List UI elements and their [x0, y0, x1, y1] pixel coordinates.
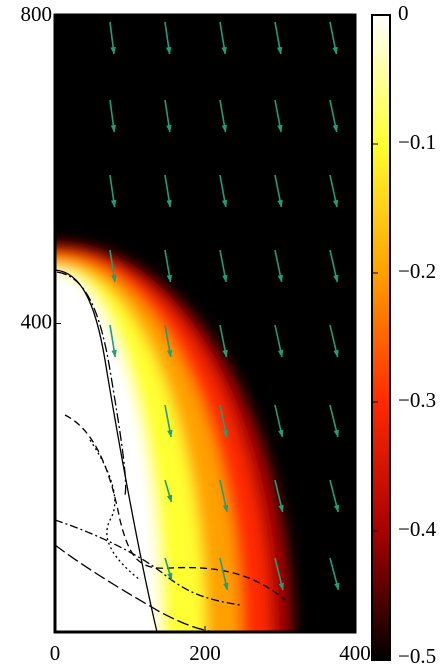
arrow-head	[222, 504, 229, 513]
arrow-head	[278, 582, 284, 591]
arrow-head	[167, 429, 173, 438]
arrow-head	[166, 199, 172, 208]
arrow-head	[221, 199, 228, 208]
arrow-head	[166, 274, 173, 283]
x-tick-label: 400	[339, 641, 371, 665]
arrow-head	[277, 199, 283, 208]
vector-arrow	[109, 21, 116, 55]
heatmap-core	[55, 282, 150, 632]
vector-arrow	[219, 404, 229, 438]
vector-arrow	[164, 174, 172, 208]
vector-arrow	[329, 479, 340, 513]
vector-arrow	[164, 479, 173, 503]
vector-arrow	[329, 174, 339, 208]
arrow-head	[332, 46, 338, 55]
vector-arrow	[109, 324, 117, 358]
arrow-head	[332, 124, 339, 133]
vector-arrow	[329, 324, 339, 358]
vector-arrow	[219, 324, 228, 358]
vector-arrow	[219, 557, 229, 591]
vector-arrow	[164, 324, 173, 358]
vector-arrow	[219, 479, 229, 513]
contours	[55, 269, 286, 632]
colorbar-tick-label: 0	[398, 1, 409, 25]
arrow-head	[332, 199, 339, 208]
contour-dashdot-2	[55, 519, 241, 606]
x-tick-label: 200	[189, 641, 221, 665]
vector-arrow	[219, 249, 228, 283]
vector-arrow	[329, 21, 338, 55]
arrow-head	[333, 349, 339, 358]
arrow-head	[221, 124, 228, 133]
vector-arrow	[164, 404, 173, 438]
vector-arrow	[164, 99, 172, 133]
heatmap	[55, 15, 355, 632]
arrow-head	[333, 429, 339, 438]
colorbar-tick-label: −0.3	[398, 388, 436, 412]
vector-field	[109, 21, 340, 591]
arrow-head	[222, 274, 228, 283]
vector-arrow	[274, 249, 284, 283]
arrow-head	[110, 199, 117, 208]
arrow-head	[276, 46, 283, 55]
vector-arrow	[219, 21, 227, 55]
vector-arrow	[274, 404, 284, 438]
vector-arrow	[329, 99, 339, 133]
vector-arrow	[274, 479, 284, 513]
colorbar-tick-label: −0.4	[398, 517, 437, 541]
arrow-head	[221, 46, 227, 55]
contour-longdash	[55, 544, 216, 632]
colorbar	[371, 14, 391, 661]
vector-arrow	[274, 21, 283, 55]
arrow-head	[110, 46, 116, 55]
vector-arrow	[329, 557, 340, 591]
vector-arrow	[109, 174, 117, 208]
arrow-head	[110, 124, 117, 133]
arrow-head	[334, 582, 340, 591]
arrow-head	[222, 429, 229, 438]
vector-arrow	[274, 324, 284, 358]
vector-arrow	[109, 249, 117, 283]
vector-arrow	[164, 557, 173, 581]
vector-arrow	[329, 249, 339, 283]
vector-arrow	[219, 99, 228, 133]
vector-arrow	[274, 557, 284, 591]
arrow-head	[166, 124, 172, 133]
arrow-head	[111, 274, 117, 283]
arrow-head	[167, 572, 173, 581]
arrow-head	[333, 274, 339, 283]
vector-arrow	[164, 249, 173, 283]
x-tick-label: 0	[50, 641, 61, 665]
vector-arrow	[164, 21, 172, 55]
arrow-head	[223, 582, 229, 591]
arrow-head	[278, 504, 284, 513]
contour-dashdot	[56, 271, 127, 496]
colorbar-tick-label: −0.1	[398, 130, 436, 154]
vector-arrow	[274, 99, 283, 133]
arrow-head	[278, 429, 284, 438]
arrow-head	[277, 349, 284, 358]
arrow-head	[166, 349, 173, 358]
vector-arrow	[109, 99, 117, 133]
arrow-head	[277, 274, 284, 283]
contour-dashed	[64, 414, 286, 601]
y-tick-label: 400	[21, 309, 53, 333]
vector-arrow	[274, 174, 283, 208]
colorbar-tick-label: −0.5	[398, 644, 436, 668]
y-tick-label: 800	[21, 2, 53, 26]
contour-dotted	[89, 439, 141, 581]
vector-arrow	[329, 404, 339, 438]
arrow-head	[333, 504, 340, 513]
arrow-head	[111, 349, 117, 358]
colorbar-tick-label: −0.2	[398, 259, 436, 283]
arrow-head	[222, 349, 228, 358]
arrow-head	[277, 124, 283, 133]
arrow-head	[166, 494, 173, 503]
vector-arrow	[219, 174, 228, 208]
arrow-head	[165, 46, 172, 55]
